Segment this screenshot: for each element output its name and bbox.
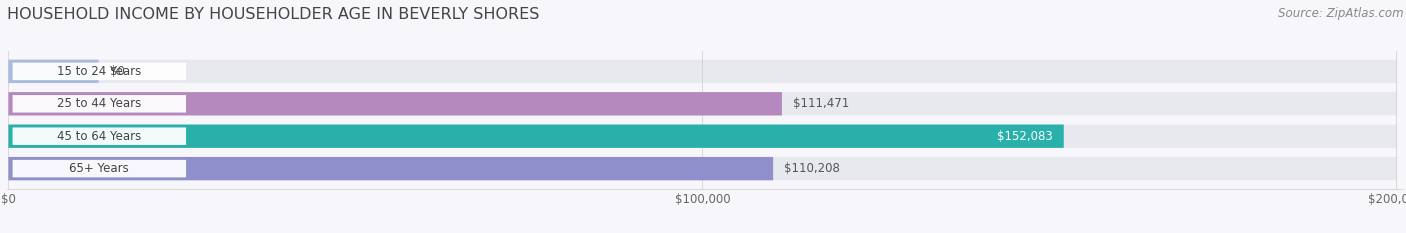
FancyBboxPatch shape: [8, 92, 1396, 116]
FancyBboxPatch shape: [8, 124, 1064, 148]
FancyBboxPatch shape: [13, 160, 186, 177]
Text: $110,208: $110,208: [785, 162, 841, 175]
Text: $152,083: $152,083: [997, 130, 1053, 143]
FancyBboxPatch shape: [8, 124, 1396, 148]
FancyBboxPatch shape: [8, 60, 1396, 83]
FancyBboxPatch shape: [13, 127, 186, 145]
Text: Source: ZipAtlas.com: Source: ZipAtlas.com: [1278, 7, 1403, 20]
Text: 15 to 24 Years: 15 to 24 Years: [58, 65, 142, 78]
FancyBboxPatch shape: [8, 157, 1396, 180]
Text: $0: $0: [110, 65, 125, 78]
Text: 25 to 44 Years: 25 to 44 Years: [58, 97, 142, 110]
Text: HOUSEHOLD INCOME BY HOUSEHOLDER AGE IN BEVERLY SHORES: HOUSEHOLD INCOME BY HOUSEHOLDER AGE IN B…: [7, 7, 540, 22]
Text: 45 to 64 Years: 45 to 64 Years: [58, 130, 142, 143]
FancyBboxPatch shape: [8, 92, 782, 116]
FancyBboxPatch shape: [8, 157, 773, 180]
FancyBboxPatch shape: [13, 63, 186, 80]
FancyBboxPatch shape: [13, 95, 186, 113]
Text: $111,471: $111,471: [793, 97, 849, 110]
FancyBboxPatch shape: [8, 60, 98, 83]
Text: 65+ Years: 65+ Years: [69, 162, 129, 175]
